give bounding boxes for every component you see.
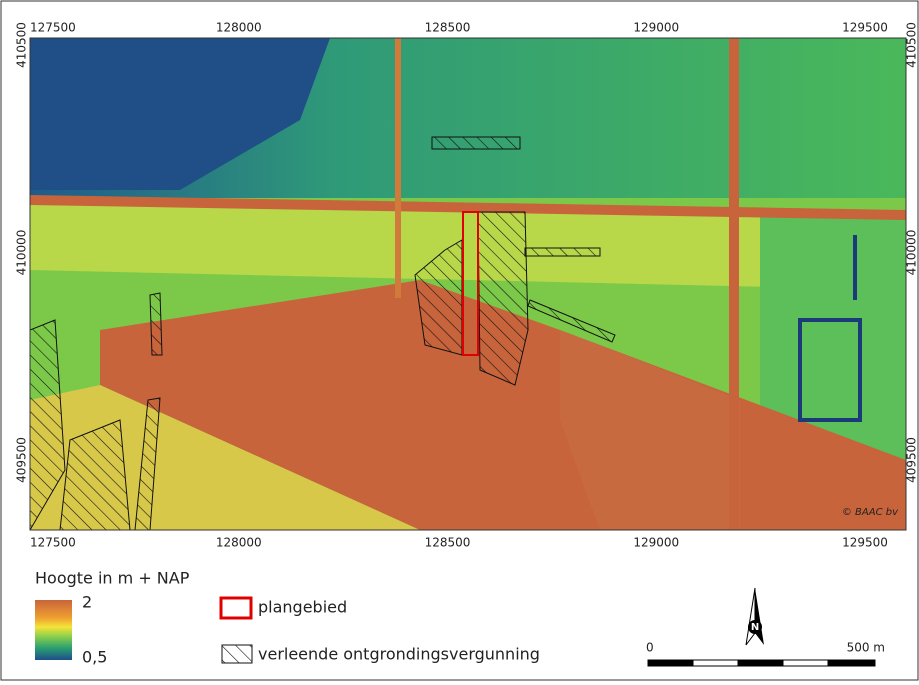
coord-label: 128500 [425,536,471,550]
coord-label: 409500 [15,437,29,483]
coord-label: 127500 [30,536,76,550]
coord-label: 129000 [633,536,679,550]
coord-label: 409500 [905,437,919,483]
coord-label: 410500 [15,22,29,68]
legend-min: 0,5 [82,648,107,667]
north-label: N [751,622,759,633]
legend-plangebied-symbol [221,598,251,618]
coord-label: 128000 [216,21,262,35]
coord-label: 410500 [905,22,919,68]
coord-label: 129500 [842,536,888,550]
map-image [30,38,906,530]
scale-start: 0 [646,641,654,655]
coord-label: 128500 [425,21,471,35]
coord-label: 410000 [15,230,29,276]
scale-bar [648,660,875,666]
legend-ramp [35,600,72,660]
legend-hatch-symbol [222,645,252,663]
coord-label: 410000 [905,230,919,276]
copyright: © BAAC bv [842,507,899,518]
coord-label: 127500 [30,21,76,35]
legend-item: plangebied [258,598,347,617]
north-arrow [746,588,764,645]
legend-max: 2 [82,593,92,612]
legend-title: Hoogte in m + NAP [35,569,190,588]
page: © BAAC bv Hoogte in m + NAP 2 0,5 plange… [0,0,919,681]
coord-label: 129000 [633,21,679,35]
scale-end: 500 m [847,641,885,655]
coord-label: 129500 [842,21,888,35]
coord-label: 128000 [216,536,262,550]
legend-item: verleende ontgrondingsvergunning [258,645,540,664]
